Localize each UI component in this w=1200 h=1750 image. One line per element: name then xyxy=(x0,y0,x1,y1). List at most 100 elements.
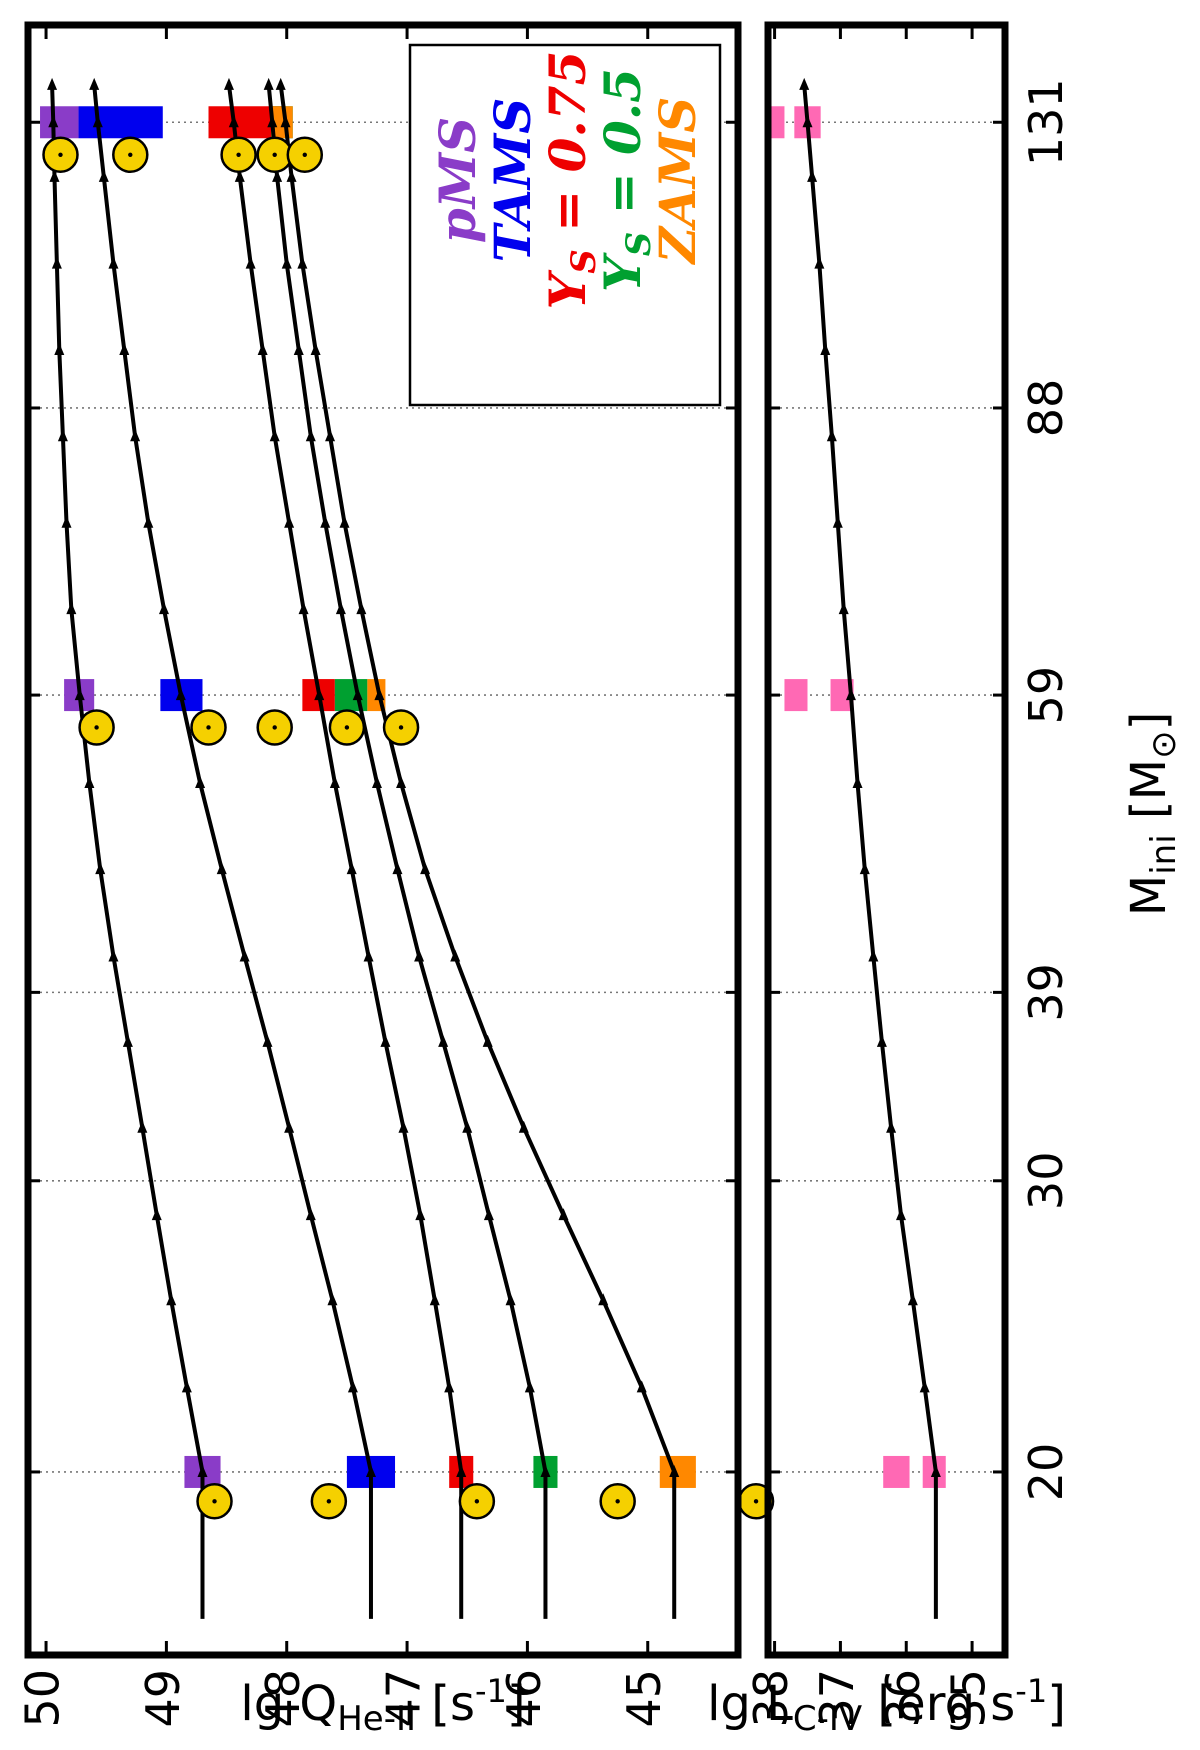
x-tick-label: 88 xyxy=(1019,379,1073,438)
data-point-marker xyxy=(524,1380,535,1393)
data-point-marker xyxy=(54,342,65,355)
data-point-marker xyxy=(363,949,374,962)
data-point-marker xyxy=(234,169,245,182)
x-tick-labels: 20 30 39 59 88 131 xyxy=(1019,78,1073,1501)
data-point-marker xyxy=(95,862,106,875)
data-point-marker xyxy=(84,776,95,789)
data-point-marker xyxy=(158,602,169,615)
data-point-marker xyxy=(305,1208,316,1221)
data-point-marker xyxy=(346,862,357,875)
y-tick-label: 36 xyxy=(876,1669,930,1728)
data-point-marker xyxy=(832,515,843,528)
data-point-marker xyxy=(540,1464,551,1477)
observed-point-dot xyxy=(398,725,404,730)
data-point-marker xyxy=(197,1464,208,1477)
data-point-marker xyxy=(92,115,103,128)
data-point-marker xyxy=(598,1293,609,1306)
y-tick-label: 47 xyxy=(377,1669,431,1728)
data-point-marker xyxy=(51,256,62,269)
data-point-marker xyxy=(398,1120,409,1133)
x-tick-label: 131 xyxy=(1019,78,1073,166)
observed-point-dot xyxy=(344,725,350,730)
data-point-marker xyxy=(281,256,292,269)
legend-entry: YS = 0.5 xyxy=(593,68,659,292)
data-point-marker xyxy=(245,256,256,269)
data-point-marker xyxy=(130,429,141,442)
data-point-marker xyxy=(636,1380,647,1393)
data-point-marker xyxy=(456,1464,467,1477)
panel-frame xyxy=(764,21,1009,1659)
data-point-marker xyxy=(74,688,85,701)
data-point-marker xyxy=(852,776,863,789)
data-point-marker xyxy=(61,515,72,528)
data-point-marker xyxy=(298,602,309,615)
data-point-marker xyxy=(284,1120,295,1133)
data-point-marker xyxy=(269,429,280,442)
legend-box xyxy=(408,43,722,407)
observed-point-dot xyxy=(272,152,277,157)
data-point-marker xyxy=(895,1208,906,1221)
data-point-marker xyxy=(669,1464,680,1477)
data-point-marker xyxy=(414,949,425,962)
data-point-marker xyxy=(826,429,837,442)
series-line xyxy=(802,84,938,1619)
data-point-marker xyxy=(108,256,119,269)
data-point-marker xyxy=(329,776,340,789)
data-point-marker xyxy=(327,1293,338,1306)
data-point-marker xyxy=(380,1034,391,1047)
data-point-marker xyxy=(181,1380,192,1393)
observed-point-dot xyxy=(615,1499,620,1504)
range-box xyxy=(659,1455,696,1488)
data-point-marker xyxy=(429,1293,440,1306)
data-point-marker xyxy=(122,1034,133,1047)
data-point-marker xyxy=(262,1034,273,1047)
range-box xyxy=(40,106,79,139)
legend-entry: pMS xyxy=(428,117,487,243)
data-point-marker xyxy=(392,862,403,875)
data-point-marker xyxy=(352,688,363,701)
data-point-marker xyxy=(223,77,234,90)
y-axis-label-bottom: lg LC-IV [erg s-1] xyxy=(707,1672,1066,1739)
data-point-marker xyxy=(325,429,336,442)
data-point-marker xyxy=(438,1034,449,1047)
y-axis-label-top: lg QHe-II [s-1] xyxy=(240,1672,525,1739)
data-point-marker xyxy=(462,1120,473,1133)
data-point-marker xyxy=(814,256,825,269)
x-tick-label: 20 xyxy=(1019,1443,1073,1502)
panel-top: 45 46 47 48 49 50 xyxy=(16,21,775,1728)
observed-point-dot xyxy=(753,1499,759,1504)
data-point-marker xyxy=(930,1464,941,1477)
observed-point-dot xyxy=(206,725,211,730)
range-box xyxy=(784,679,808,712)
y-tick-label: 45 xyxy=(617,1669,671,1728)
data-point-marker xyxy=(310,342,321,355)
data-point-marker xyxy=(876,1034,887,1047)
data-point-marker xyxy=(339,515,350,528)
data-point-marker xyxy=(267,115,278,128)
data-point-marker xyxy=(284,515,295,528)
series-line xyxy=(50,84,205,1619)
observed-point-dot xyxy=(128,152,133,157)
x-axis-label: Mini [M⊙] xyxy=(1121,712,1184,917)
observed-point-dot xyxy=(272,725,277,730)
data-point-marker xyxy=(396,776,407,789)
y-tick-label: 49 xyxy=(136,1669,190,1728)
data-point-marker xyxy=(47,77,58,90)
y-tick-label: 46 xyxy=(497,1669,551,1728)
data-point-marker xyxy=(239,949,250,962)
data-point-marker xyxy=(257,342,268,355)
y-tick-label: 38 xyxy=(744,1669,798,1728)
data-point-marker xyxy=(305,429,316,442)
observed-point-dot xyxy=(94,725,99,730)
observed-point-dot xyxy=(474,1499,480,1504)
data-point-marker xyxy=(802,115,813,128)
series-line xyxy=(92,84,373,1619)
data-point-marker xyxy=(228,115,239,128)
range-box xyxy=(334,679,368,712)
observed-point-dot xyxy=(326,1499,332,1504)
range-box xyxy=(830,679,854,712)
observed-point-dot xyxy=(212,1499,217,1504)
data-point-marker xyxy=(175,688,186,701)
data-point-marker xyxy=(444,1380,455,1393)
data-point-marker xyxy=(151,1208,162,1221)
